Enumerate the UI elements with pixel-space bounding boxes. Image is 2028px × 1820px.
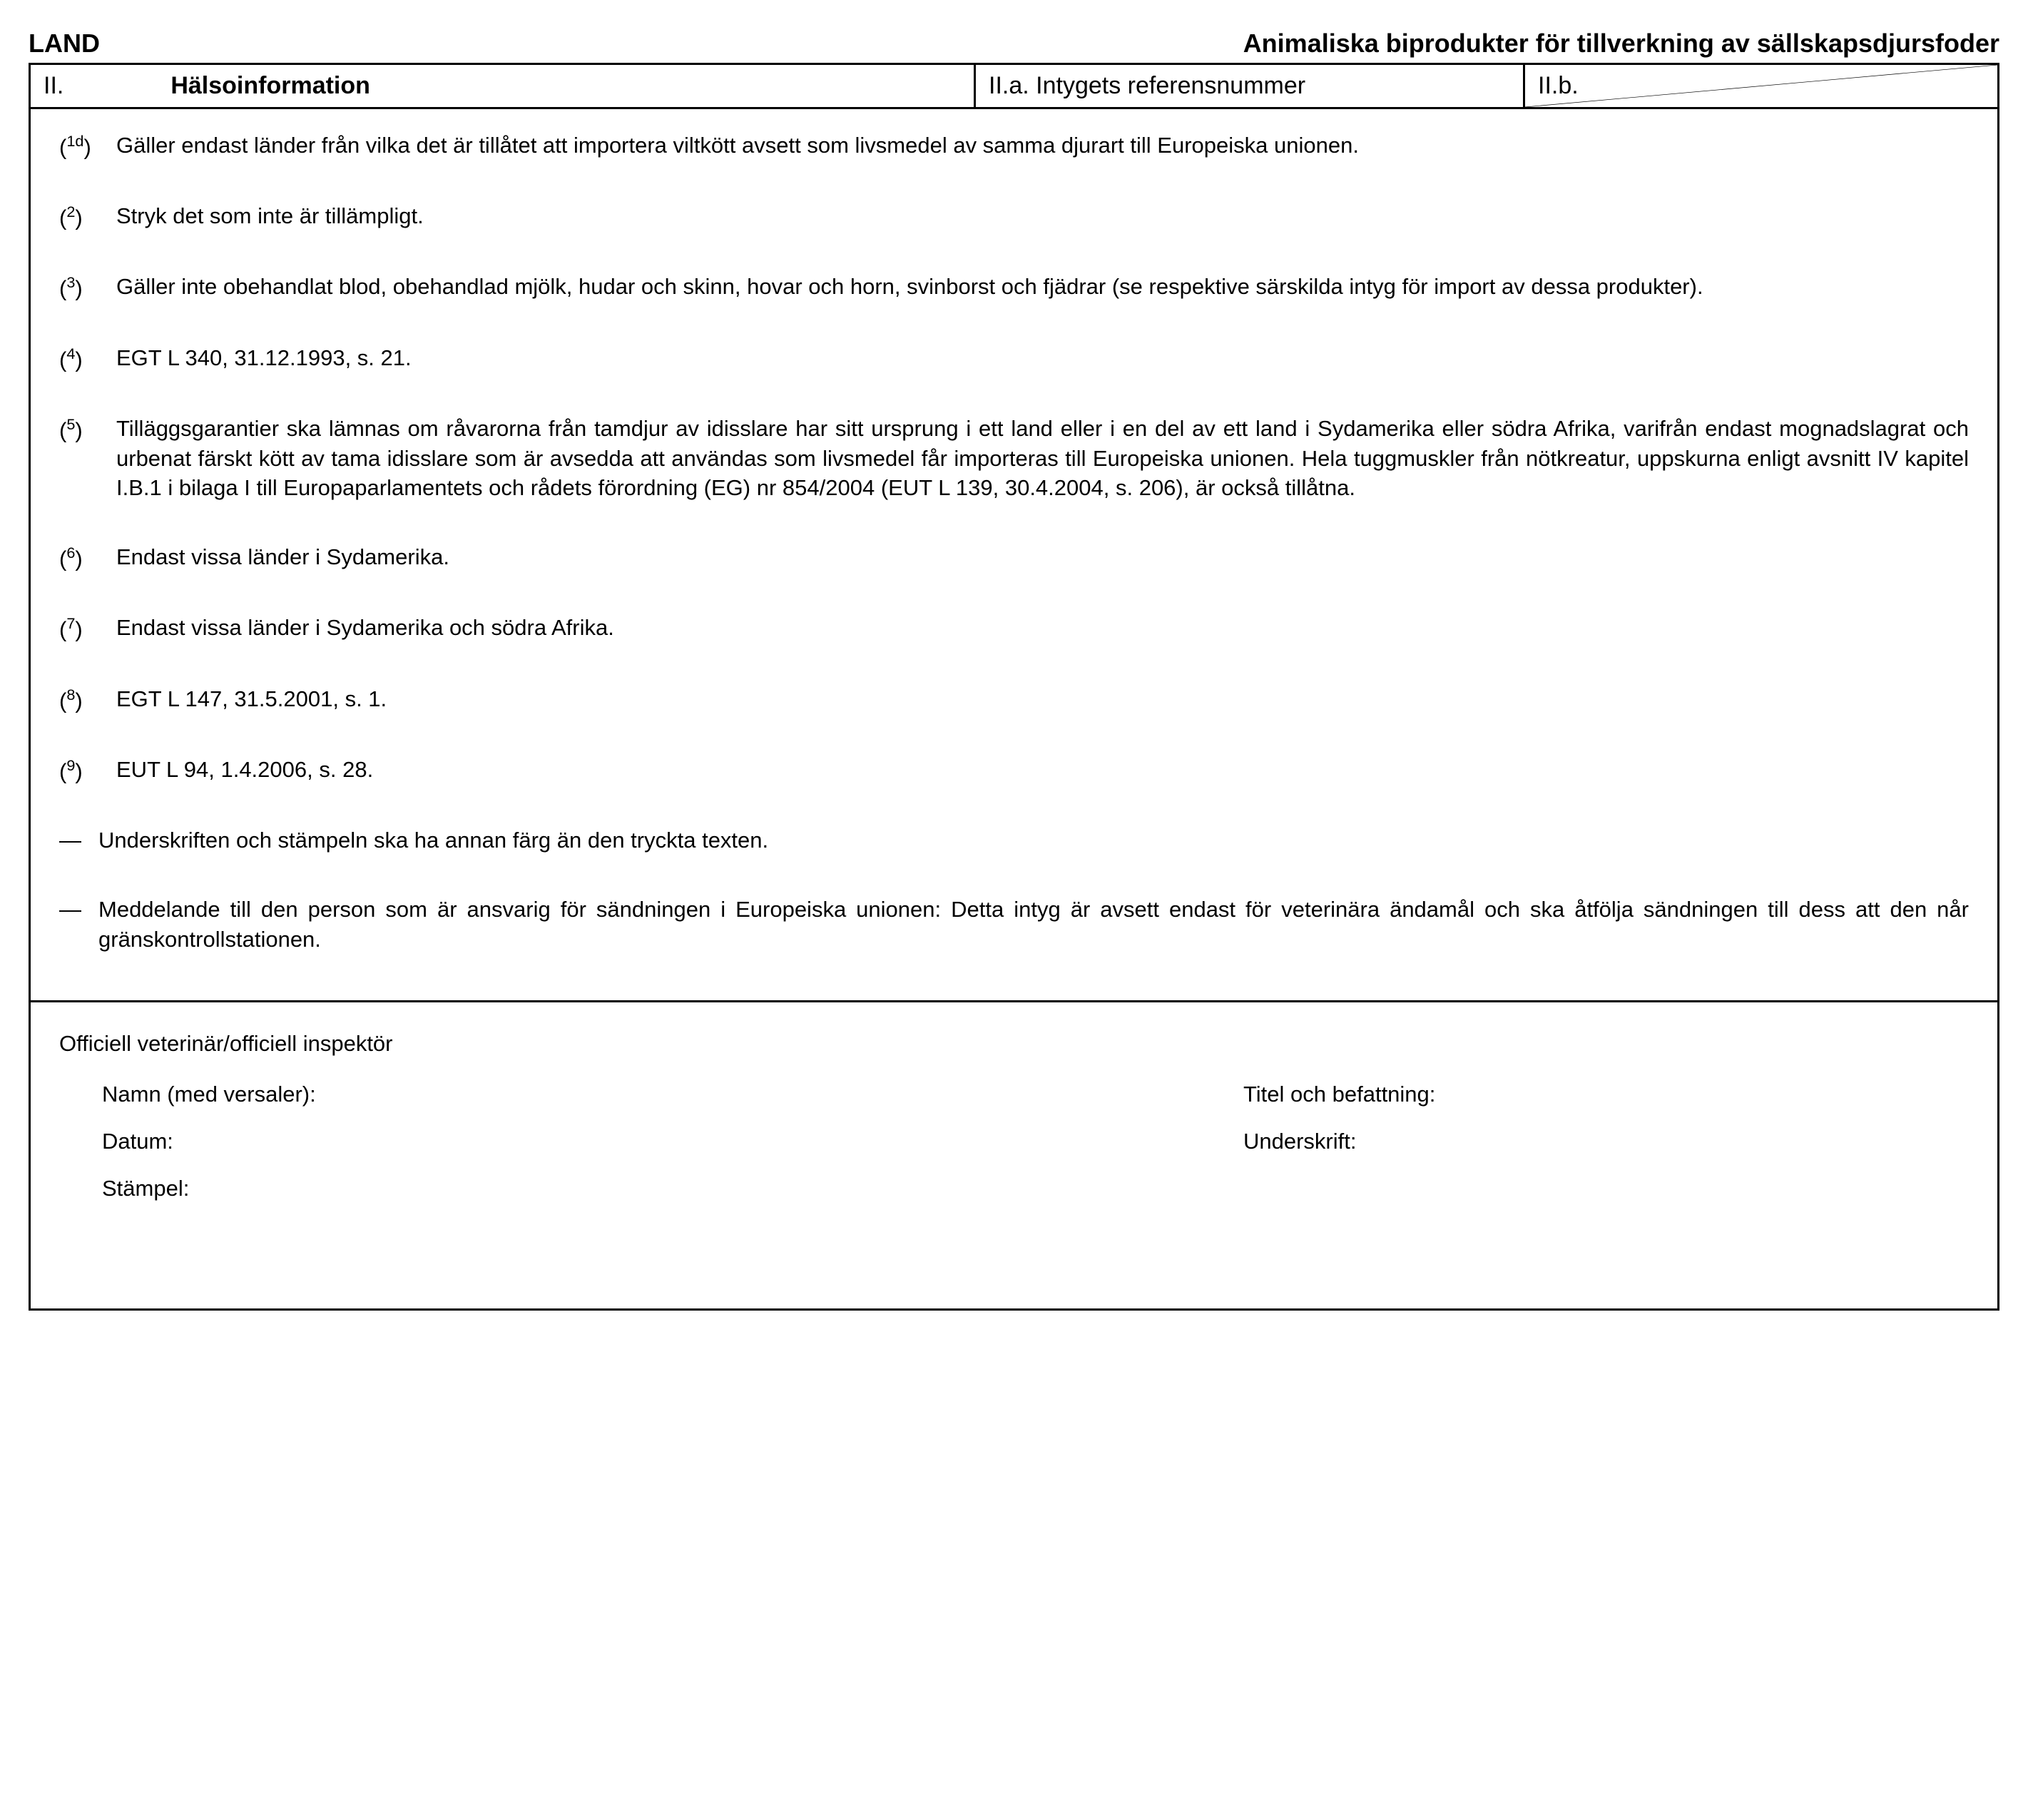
footnote-row: (9) EUT L 94, 1.4.2006, s. 28. <box>59 755 1969 786</box>
footnote-text: EUT L 94, 1.4.2006, s. 28. <box>116 755 1969 786</box>
signature-grid: Namn (med versaler): Titel och befattnin… <box>59 1082 1969 1201</box>
footnote-ref: (7) <box>59 613 116 644</box>
sig-date-label: Datum: <box>102 1129 1243 1154</box>
footnote-text: Tilläggsgarantier ska lämnas om råvarorn… <box>116 414 1969 504</box>
certificate-page: LAND Animaliska biprodukter för tillverk… <box>29 29 1999 1311</box>
signature-title: Officiell veterinär/officiell inspektör <box>59 1031 1969 1057</box>
dash-note-text: Meddelande till den person som är ansvar… <box>98 895 1969 955</box>
footnote-row: (1d) Gäller endast länder från vilka det… <box>59 131 1969 162</box>
footnote-row: (3) Gäller inte obehandlat blod, obehand… <box>59 272 1969 303</box>
header-cell-health-info: II. Hälsoinformation <box>31 65 976 107</box>
dash-mark: — <box>59 825 98 855</box>
footnote-text: Gäller endast länder från vilka det är t… <box>116 131 1969 162</box>
dash-note-row: — Underskriften och stämpeln ska ha anna… <box>59 825 1969 855</box>
footnote-row: (2) Stryk det som inte är tillämpligt. <box>59 201 1969 233</box>
top-right-label: Animaliska biprodukter för tillverkning … <box>1243 29 1999 59</box>
footnote-row: (6) Endast vissa länder i Sydamerika. <box>59 542 1969 574</box>
footnote-ref: (9) <box>59 755 116 786</box>
footnote-text: Stryk det som inte är tillämpligt. <box>116 201 1969 233</box>
top-left-label: LAND <box>29 29 100 59</box>
footnote-ref: (1d) <box>59 131 116 162</box>
footnote-ref: (8) <box>59 684 116 716</box>
header-iib-label: II.b. <box>1538 72 1579 99</box>
sig-empty <box>1243 1176 1969 1201</box>
sig-signature-label: Underskrift: <box>1243 1129 1969 1154</box>
footnote-ref: (5) <box>59 414 116 504</box>
signature-row: Namn (med versaler): Titel och befattnin… <box>102 1082 1969 1107</box>
dash-note-text: Underskriften och stämpeln ska ha annan … <box>98 825 1969 855</box>
signature-row: Stämpel: <box>102 1176 1969 1201</box>
certificate-box: II. Hälsoinformation II.a. Intygets refe… <box>29 63 1999 1311</box>
section-title: Hälsoinformation <box>170 72 370 100</box>
signature-row: Datum: Underskrift: <box>102 1129 1969 1154</box>
footnote-row: (8) EGT L 147, 31.5.2001, s. 1. <box>59 684 1969 716</box>
footnote-text: Endast vissa länder i Sydamerika och söd… <box>116 613 1969 644</box>
diagonal-strike-icon <box>1525 65 1997 107</box>
dash-note-row: — Meddelande till den person som är ansv… <box>59 895 1969 955</box>
top-header: LAND Animaliska biprodukter för tillverk… <box>29 29 1999 59</box>
sig-stamp-label: Stämpel: <box>102 1176 1243 1201</box>
notes-area: (1d) Gäller endast länder från vilka det… <box>31 109 1997 1002</box>
footnote-text: EGT L 340, 31.12.1993, s. 21. <box>116 343 1969 375</box>
footnote-row: (5) Tilläggsgarantier ska lämnas om råva… <box>59 414 1969 504</box>
sig-name-label: Namn (med versaler): <box>102 1082 1243 1107</box>
footnote-ref: (3) <box>59 272 116 303</box>
signature-area: Officiell veterinär/officiell inspektör … <box>31 1002 1997 1308</box>
sig-title-label: Titel och befattning: <box>1243 1082 1969 1107</box>
header-row: II. Hälsoinformation II.a. Intygets refe… <box>31 65 1997 109</box>
footnote-text: EGT L 147, 31.5.2001, s. 1. <box>116 684 1969 716</box>
footnote-row: (7) Endast vissa länder i Sydamerika och… <box>59 613 1969 644</box>
dash-mark: — <box>59 895 98 955</box>
footnote-ref: (4) <box>59 343 116 375</box>
footnote-text: Gäller inte obehandlat blod, obehandlad … <box>116 272 1969 303</box>
footnote-ref: (6) <box>59 542 116 574</box>
footnote-row: (4) EGT L 340, 31.12.1993, s. 21. <box>59 343 1969 375</box>
header-cell-reference: II.a. Intygets referensnummer <box>976 65 1525 107</box>
header-cell-iib: II.b. <box>1525 65 1997 107</box>
footnote-text: Endast vissa länder i Sydamerika. <box>116 542 1969 574</box>
footnote-ref: (2) <box>59 201 116 233</box>
section-number: II. <box>44 72 63 100</box>
